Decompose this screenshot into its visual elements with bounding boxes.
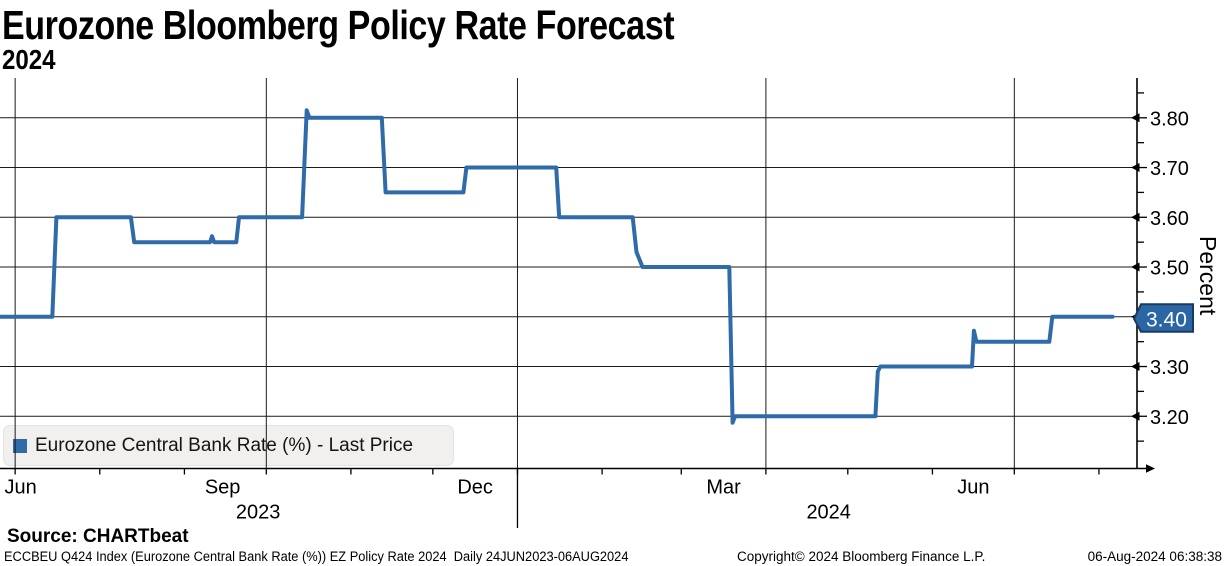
page-title: Eurozone Bloomberg Policy Rate Forecast (2, 2, 675, 48)
legend-box: Eurozone Central Bank Rate (%) - Last Pr… (3, 425, 454, 466)
svg-text:Sep: Sep (205, 477, 241, 499)
svg-text:3.80: 3.80 (1150, 108, 1189, 130)
svg-text:3.20: 3.20 (1150, 407, 1189, 429)
svg-text:3.30: 3.30 (1150, 357, 1189, 379)
footer-copyright: Copyright© 2024 Bloomberg Finance L.P. (737, 549, 986, 564)
svg-text:Percent: Percent (1195, 236, 1221, 316)
legend-swatch-icon (13, 438, 27, 453)
svg-text:3.50: 3.50 (1150, 258, 1189, 280)
source-label: Source: CHARTbeat (7, 526, 189, 547)
legend-label: Eurozone Central Bank Rate (%) - Last Pr… (35, 434, 414, 456)
svg-text:3.70: 3.70 (1150, 158, 1189, 180)
svg-text:Jun: Jun (4, 477, 36, 499)
page-subtitle: 2024 (2, 44, 56, 75)
svg-text:2024: 2024 (806, 502, 851, 524)
svg-text:Jun: Jun (957, 477, 989, 499)
footer-timestamp: 06-Aug-2024 06:38:38 (1087, 549, 1222, 564)
footer-index-info: ECCBEU Q424 Index (Eurozone Central Bank… (4, 549, 629, 564)
svg-text:Dec: Dec (457, 477, 493, 499)
svg-text:2023: 2023 (236, 502, 281, 524)
svg-text:Mar: Mar (706, 477, 741, 499)
svg-text:3.40: 3.40 (1146, 308, 1187, 331)
svg-text:3.40: 3.40 (1150, 307, 1189, 329)
svg-text:3.60: 3.60 (1150, 208, 1189, 230)
